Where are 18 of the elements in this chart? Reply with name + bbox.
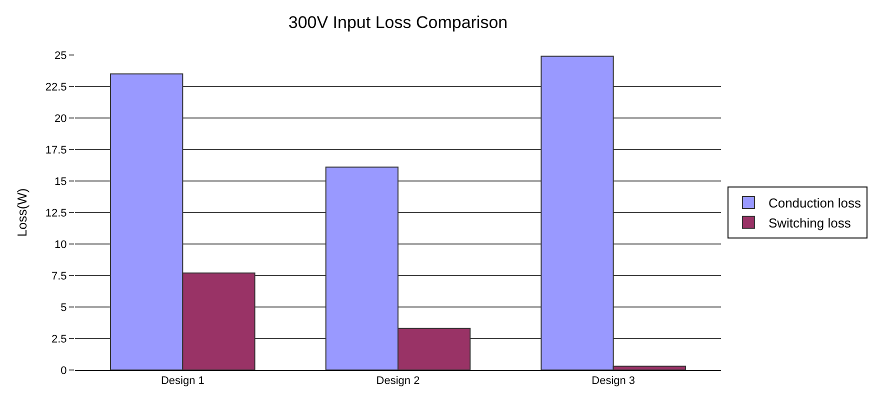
y-tick-label: 12.5	[45, 207, 67, 220]
y-tick-label: 5	[60, 302, 67, 314]
legend-label: Switching loss	[768, 215, 852, 230]
y-tick-label: 7.5	[52, 270, 67, 282]
y-tick-label: 10	[54, 238, 67, 251]
y-tick-label: 0	[60, 364, 67, 377]
legend-label: Conduction loss	[768, 196, 862, 211]
y-tick-label: 2.5	[52, 333, 67, 346]
chart-title: 300V Input Loss Comparison	[288, 13, 508, 32]
y-tick-label: 25	[54, 50, 67, 62]
y-tick-label: 20	[54, 112, 67, 125]
y-axis-title: Loss(W)	[14, 188, 30, 237]
x-tick-label: Design 1	[160, 375, 204, 388]
y-tick-label: 22.5	[45, 81, 67, 94]
x-tick-label: Design 2	[376, 375, 420, 388]
y-tick-label: 17.5	[45, 144, 67, 156]
x-tick-label: Design 3	[592, 375, 636, 388]
y-tick-label: 15	[54, 176, 67, 188]
